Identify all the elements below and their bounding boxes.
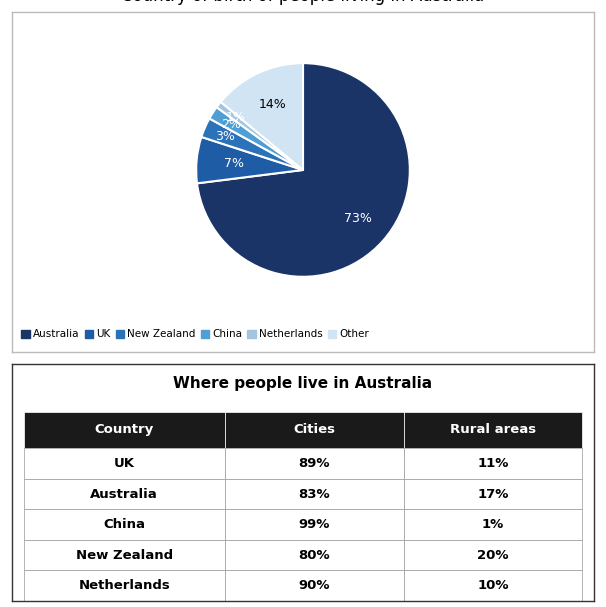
Wedge shape (210, 107, 303, 170)
Text: Where people live in Australia: Where people live in Australia (173, 376, 433, 391)
Bar (24, 571, 225, 601)
Bar (225, 540, 404, 571)
Bar (24, 509, 225, 540)
Bar (404, 448, 582, 479)
Bar (404, 540, 582, 571)
Wedge shape (221, 63, 303, 170)
Text: 80%: 80% (298, 549, 330, 561)
Legend: Australia, UK, New Zealand, China, Netherlands, Other: Australia, UK, New Zealand, China, Nethe… (18, 325, 373, 344)
Text: New Zealand: New Zealand (76, 549, 173, 561)
Text: 73%: 73% (344, 211, 371, 225)
Bar (404, 509, 582, 540)
Wedge shape (216, 102, 303, 170)
Text: 83%: 83% (298, 487, 330, 501)
Bar (225, 571, 404, 601)
Text: 17%: 17% (477, 487, 508, 501)
Bar (225, 479, 404, 509)
Text: 11%: 11% (477, 457, 508, 470)
Text: China: China (103, 518, 145, 531)
Text: 14%: 14% (258, 98, 286, 110)
Text: 90%: 90% (298, 579, 330, 592)
Bar (225, 448, 404, 479)
Text: UK: UK (114, 457, 135, 470)
Text: Netherlands: Netherlands (78, 579, 170, 592)
Text: 3%: 3% (215, 129, 235, 143)
Bar (24, 479, 225, 509)
Text: 10%: 10% (477, 579, 508, 592)
Bar (24, 448, 225, 479)
Bar (225, 412, 404, 448)
Text: 89%: 89% (298, 457, 330, 470)
Wedge shape (196, 137, 303, 183)
Bar (404, 479, 582, 509)
Text: 2%: 2% (221, 118, 241, 131)
Bar (404, 571, 582, 601)
Bar (404, 412, 582, 448)
Text: 99%: 99% (299, 518, 330, 531)
Text: Rural areas: Rural areas (450, 424, 536, 436)
Text: 1%: 1% (225, 111, 245, 124)
Bar (225, 509, 404, 540)
Text: Australia: Australia (90, 487, 158, 501)
Text: 20%: 20% (477, 549, 508, 561)
Bar (24, 540, 225, 571)
Bar (24, 412, 225, 448)
Wedge shape (201, 118, 303, 170)
Text: 1%: 1% (482, 518, 504, 531)
Wedge shape (197, 63, 410, 277)
Title: Country of birth of people living in Australia: Country of birth of people living in Aus… (121, 0, 485, 5)
Text: Cities: Cities (293, 424, 335, 436)
Text: Country: Country (95, 424, 154, 436)
Text: 7%: 7% (224, 157, 244, 170)
